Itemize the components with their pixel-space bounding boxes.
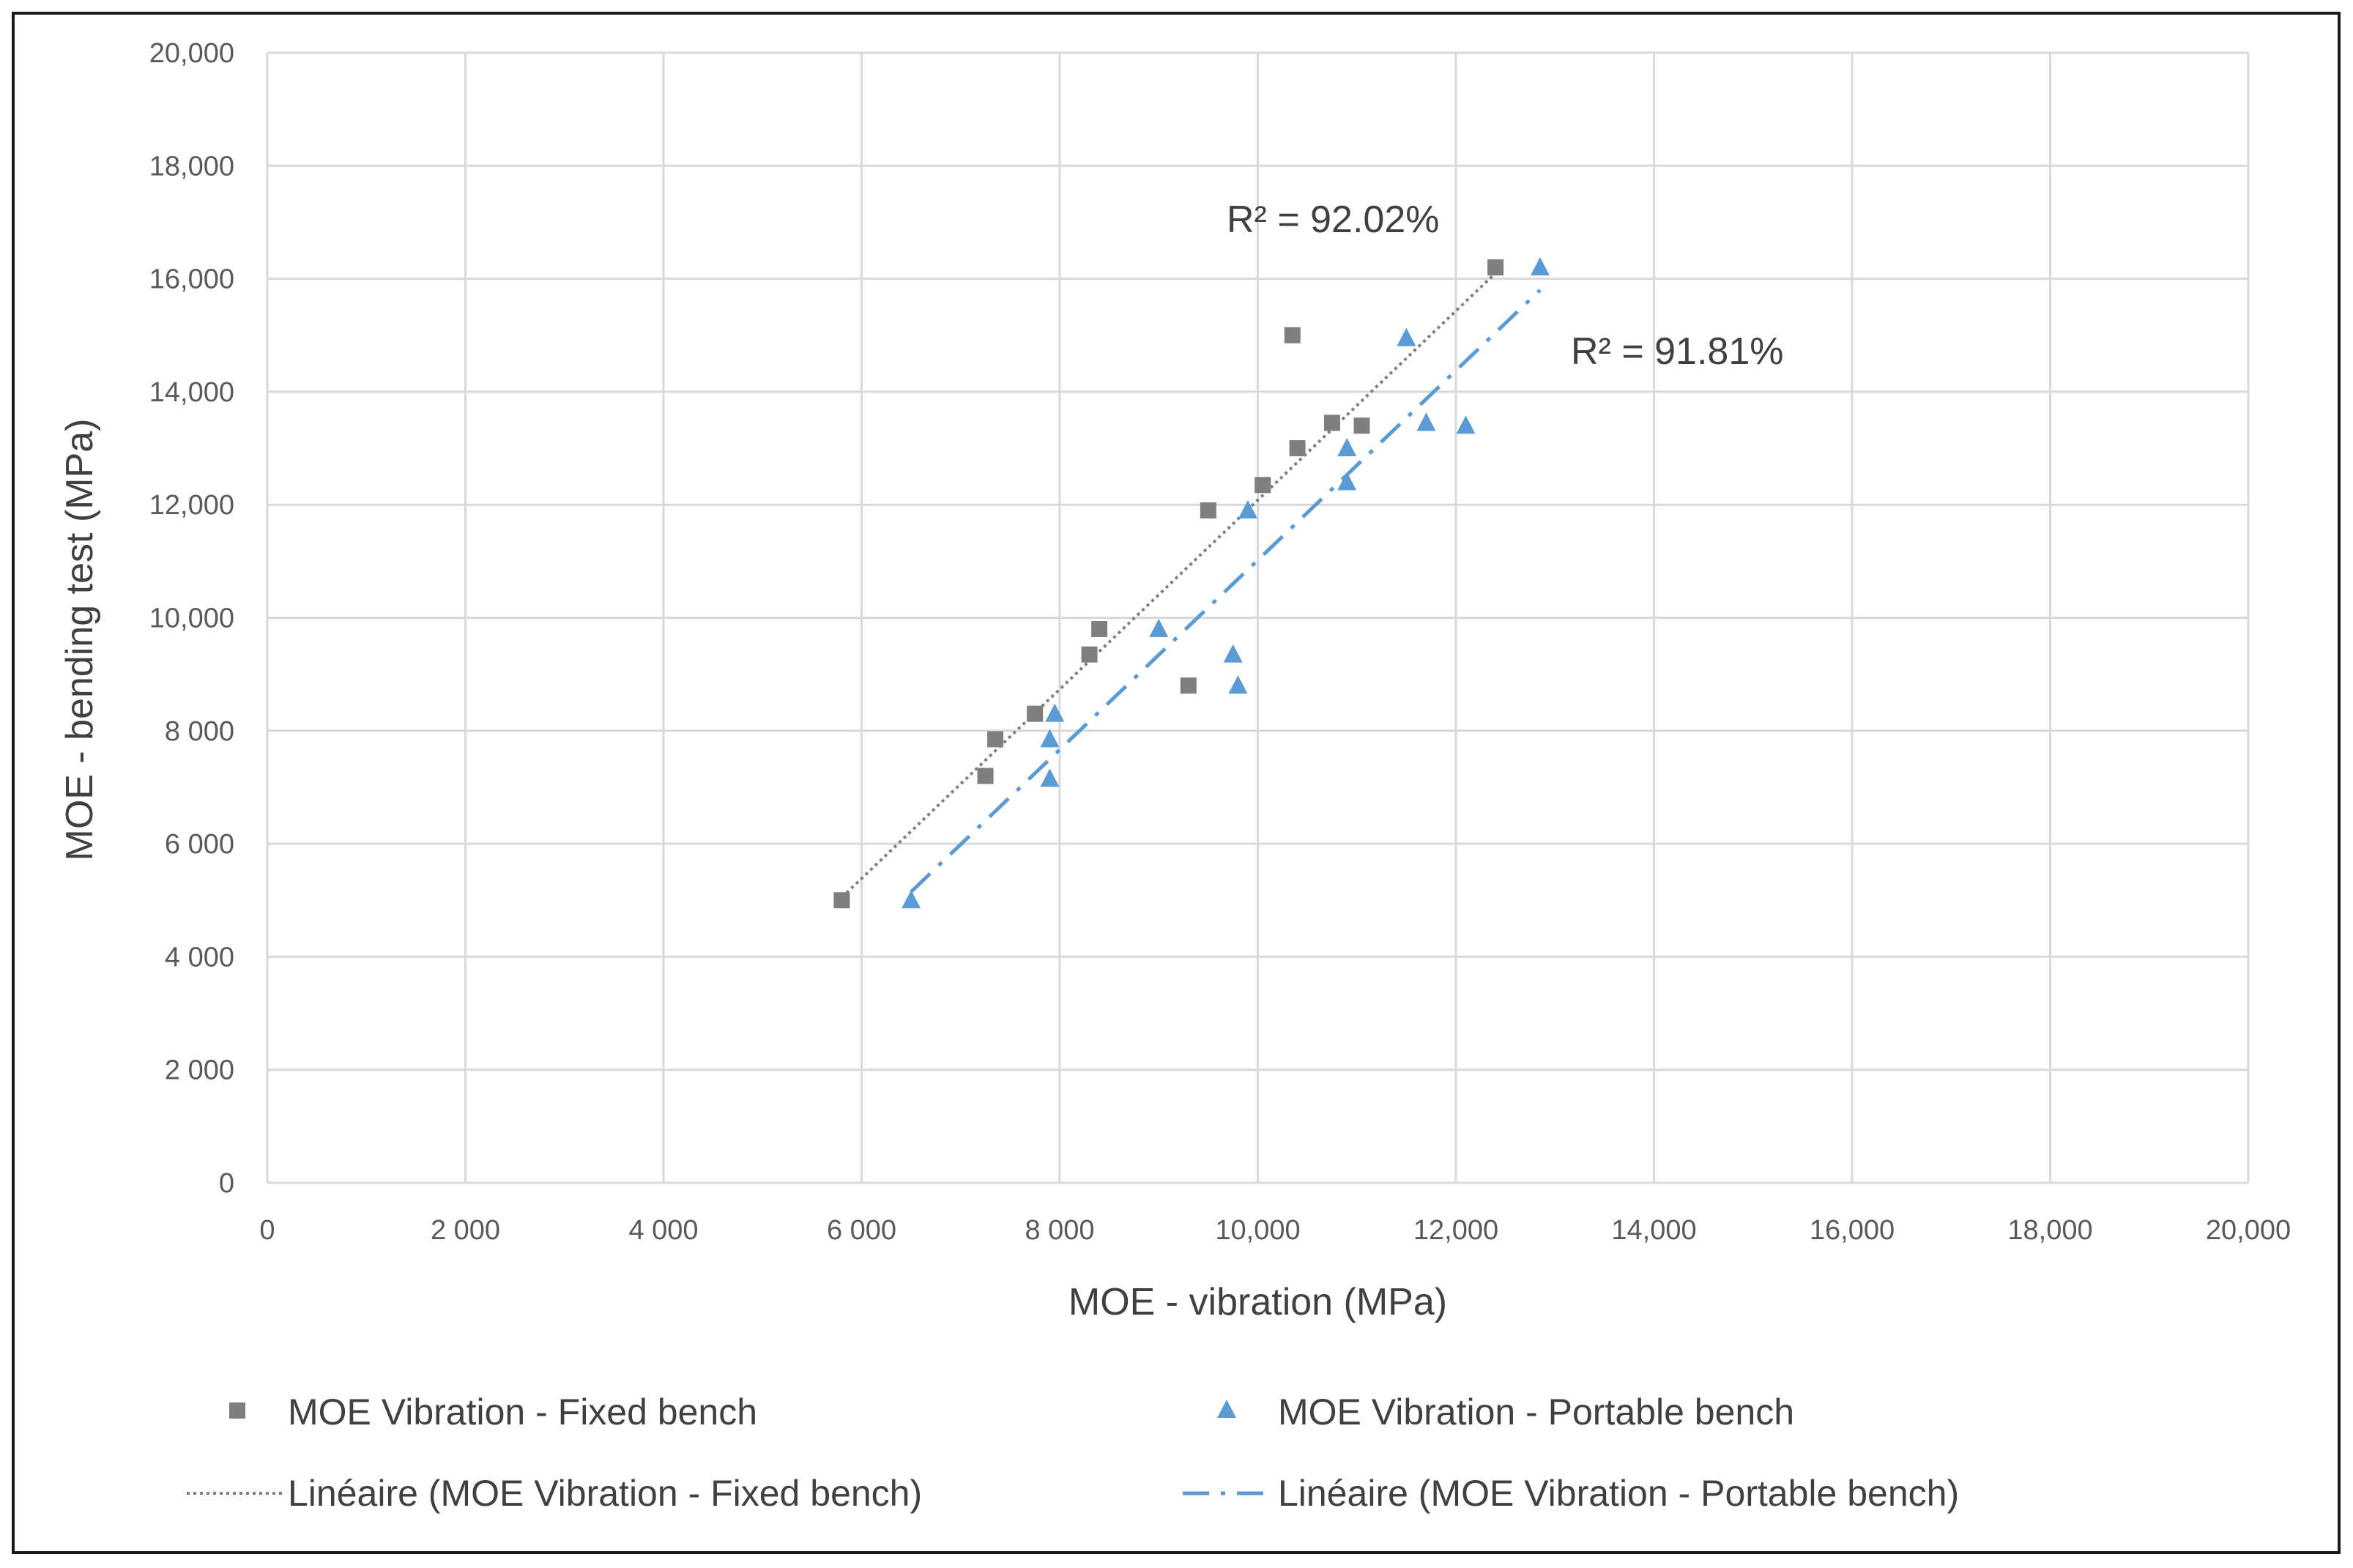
- point-fixed-bench: [1353, 417, 1370, 434]
- y-tick-label: 12,000: [149, 490, 234, 521]
- legend-marker-fixed-bench: [229, 1402, 245, 1419]
- point-portable-bench: [1040, 729, 1060, 748]
- point-portable-bench: [1416, 412, 1436, 431]
- point-fixed-bench: [1323, 415, 1340, 431]
- y-tick-label: 4 000: [165, 942, 234, 973]
- x-tick-label: 16,000: [1810, 1215, 1895, 1246]
- y-tick-label: 20,000: [149, 38, 234, 69]
- y-tick-label: 2 000: [165, 1055, 234, 1086]
- legend-label-portable-trend: Linéaire (MOE Vibration - Portable bench…: [1278, 1473, 1959, 1514]
- legend-marker-portable-bench: [1217, 1400, 1236, 1418]
- y-axis-ticks: 0 2 000 4 000 6 000 8 000 10,000 12,000 14,000 1…: [149, 38, 234, 1199]
- point-portable-bench: [1040, 768, 1060, 787]
- y-tick-label: 0: [219, 1168, 234, 1199]
- legend-label-fixed-trend: Linéaire (MOE Vibration - Fixed bench): [288, 1473, 922, 1514]
- point-fixed-bench: [1200, 502, 1216, 519]
- point-fixed-bench: [1487, 259, 1504, 276]
- point-portable-bench: [1397, 327, 1416, 346]
- x-tick-label: 2 000: [431, 1215, 500, 1246]
- point-fixed-bench: [1289, 440, 1306, 457]
- trendlines: [841, 272, 1542, 899]
- point-fixed-bench: [1027, 705, 1044, 722]
- legend: MOE Vibration - Fixed bench MOE Vibratio…: [187, 1391, 1959, 1514]
- point-fixed-bench: [1180, 677, 1197, 694]
- y-tick-label: 6 000: [165, 829, 234, 860]
- point-portable-bench: [1228, 675, 1248, 694]
- point-portable-bench: [1530, 257, 1550, 276]
- y-tick-label: 16,000: [149, 264, 234, 295]
- y-tick-label: 18,000: [149, 151, 234, 182]
- x-axis-ticks: 0 2 000 4 000 6 000 8 000 10,000 12,000 14,000 1…: [259, 1215, 2291, 1246]
- point-fixed-bench: [1254, 477, 1271, 494]
- point-fixed-bench: [1081, 646, 1098, 663]
- x-tick-label: 10,000: [1215, 1215, 1300, 1246]
- legend-label-portable-bench: MOE Vibration - Portable bench: [1278, 1391, 1794, 1433]
- x-tick-label: 8 000: [1025, 1215, 1094, 1246]
- x-tick-label: 6 000: [827, 1215, 896, 1246]
- x-tick-label: 12,000: [1413, 1215, 1498, 1246]
- x-tick-label: 18,000: [2007, 1215, 2092, 1246]
- x-axis-title: MOE - vibration (MPa): [1068, 1281, 1447, 1323]
- point-fixed-bench: [977, 768, 994, 784]
- gridlines: [266, 51, 2250, 1184]
- x-tick-label: 4 000: [628, 1215, 698, 1246]
- point-fixed-bench: [1284, 327, 1301, 343]
- point-portable-bench: [1223, 644, 1243, 663]
- trendline-portable-bench: [910, 289, 1542, 893]
- point-fixed-bench: [833, 892, 850, 909]
- y-tick-label: 8 000: [165, 716, 234, 747]
- point-portable-bench: [1456, 415, 1476, 434]
- legend-label-fixed-bench: MOE Vibration - Fixed bench: [288, 1391, 757, 1433]
- y-axis-title: MOE - bending test (MPa): [59, 419, 101, 861]
- point-portable-bench: [1337, 438, 1357, 457]
- data-points: [833, 257, 1550, 909]
- y-tick-label: 14,000: [149, 377, 234, 408]
- x-tick-label: 20,000: [2206, 1215, 2291, 1246]
- x-tick-label: 0: [259, 1215, 275, 1246]
- point-portable-bench: [1238, 499, 1257, 519]
- point-portable-bench: [902, 890, 921, 909]
- point-fixed-bench: [1091, 620, 1108, 637]
- point-portable-bench: [1149, 618, 1169, 637]
- point-fixed-bench: [987, 731, 1004, 748]
- y-tick-label: 10,000: [149, 603, 234, 634]
- point-portable-bench: [1337, 472, 1357, 491]
- chart-frame: [12, 12, 2341, 1554]
- x-tick-label: 14,000: [1611, 1215, 1696, 1246]
- trendline-fixed-bench: [841, 272, 1497, 899]
- r2-fixed-bench-annotation: R² = 92.02%: [1227, 198, 1440, 241]
- point-portable-bench: [1045, 703, 1065, 722]
- r2-portable-bench-annotation: R² = 91.81%: [1571, 330, 1784, 373]
